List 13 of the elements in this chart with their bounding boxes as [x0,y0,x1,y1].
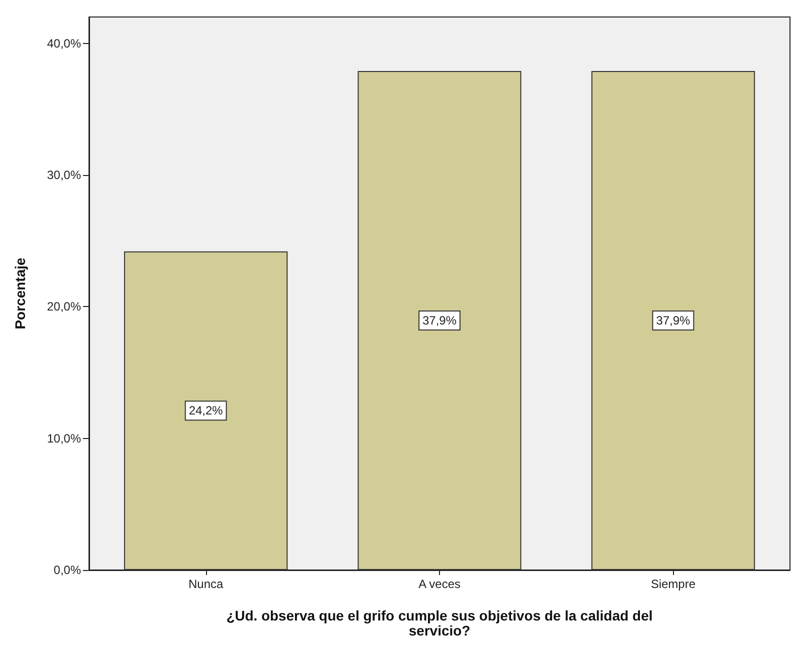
y-tick-label: 0,0% [54,563,82,577]
y-axis-title: Porcentaje [12,257,28,330]
x-tick-label: Nunca [188,577,224,591]
data-label: 37,9% [656,313,691,328]
y-tick-label: 10,0% [46,431,82,446]
y-tick-label: 20,0% [46,300,82,314]
data-label: 24,2% [188,404,224,418]
x-tick-label: Siempre [650,577,696,591]
y-tick-label: 30,0% [46,168,82,182]
x-tick-label: A veces [418,577,461,591]
data-label: 37,9% [422,313,457,328]
y-tick-label: 40,0% [46,36,82,50]
x-axis-title: ¿Ud. observa que el grifo cumple sus objetivos de la calidad del servicio? [226,608,653,638]
